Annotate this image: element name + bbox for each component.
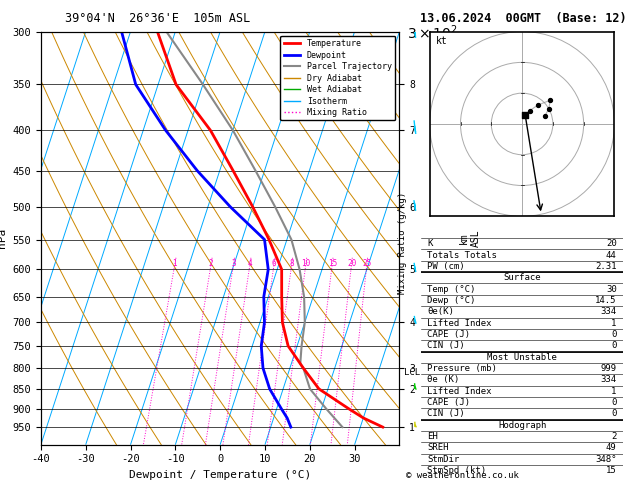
Text: Temp (°C): Temp (°C) xyxy=(428,285,476,294)
Text: θe(K): θe(K) xyxy=(428,307,454,316)
Text: SREH: SREH xyxy=(428,443,449,452)
Text: 2.31: 2.31 xyxy=(595,262,616,271)
Text: 6: 6 xyxy=(272,259,276,268)
Text: 10: 10 xyxy=(301,259,311,268)
Text: 0: 0 xyxy=(611,341,616,350)
Text: 1: 1 xyxy=(611,387,616,396)
Text: CAPE (J): CAPE (J) xyxy=(428,398,470,407)
Text: K: K xyxy=(428,239,433,248)
Y-axis label: km
ASL: km ASL xyxy=(459,229,481,247)
Text: kt: kt xyxy=(436,36,448,46)
Y-axis label: hPa: hPa xyxy=(0,228,7,248)
Text: 999: 999 xyxy=(601,364,616,373)
Text: Lifted Index: Lifted Index xyxy=(428,319,492,328)
Text: 14.5: 14.5 xyxy=(595,296,616,305)
Text: θe (K): θe (K) xyxy=(428,375,460,384)
Point xyxy=(543,104,554,112)
Text: 348°: 348° xyxy=(595,455,616,464)
Text: PW (cm): PW (cm) xyxy=(428,262,465,271)
Text: LCL: LCL xyxy=(404,368,420,377)
Text: Most Unstable: Most Unstable xyxy=(487,353,557,362)
Text: Lifted Index: Lifted Index xyxy=(428,387,492,396)
Point xyxy=(520,111,530,119)
Text: 0: 0 xyxy=(611,409,616,418)
Text: 0: 0 xyxy=(611,398,616,407)
Text: 15: 15 xyxy=(328,259,337,268)
Text: 2: 2 xyxy=(209,259,213,268)
Text: 334: 334 xyxy=(601,375,616,384)
Point xyxy=(525,107,535,115)
Text: Surface: Surface xyxy=(503,273,541,282)
Point xyxy=(533,101,543,109)
Point xyxy=(540,112,550,120)
Text: Mixing Ratio (g/kg): Mixing Ratio (g/kg) xyxy=(398,192,407,294)
Text: EH: EH xyxy=(428,432,438,441)
Text: Dewp (°C): Dewp (°C) xyxy=(428,296,476,305)
Text: 15: 15 xyxy=(606,466,616,475)
Text: 3: 3 xyxy=(231,259,236,268)
Text: 13.06.2024  00GMT  (Base: 12): 13.06.2024 00GMT (Base: 12) xyxy=(420,12,626,25)
Text: © weatheronline.co.uk: © weatheronline.co.uk xyxy=(406,471,519,480)
Point xyxy=(545,96,555,104)
Text: CAPE (J): CAPE (J) xyxy=(428,330,470,339)
Text: 1: 1 xyxy=(611,319,616,328)
Text: Hodograph: Hodograph xyxy=(498,421,546,430)
X-axis label: Dewpoint / Temperature (°C): Dewpoint / Temperature (°C) xyxy=(129,470,311,480)
Text: 49: 49 xyxy=(606,443,616,452)
Point xyxy=(520,111,530,119)
Text: 39°04'N  26°36'E  105m ASL: 39°04'N 26°36'E 105m ASL xyxy=(65,12,250,25)
Text: Totals Totals: Totals Totals xyxy=(428,251,498,260)
Text: 1: 1 xyxy=(172,259,177,268)
Legend: Temperature, Dewpoint, Parcel Trajectory, Dry Adiabat, Wet Adiabat, Isotherm, Mi: Temperature, Dewpoint, Parcel Trajectory… xyxy=(281,36,395,121)
Text: 25: 25 xyxy=(362,259,372,268)
Text: 334: 334 xyxy=(601,307,616,316)
Text: StmDir: StmDir xyxy=(428,455,460,464)
Text: 0: 0 xyxy=(611,330,616,339)
Text: 30: 30 xyxy=(606,285,616,294)
Text: 4: 4 xyxy=(248,259,252,268)
Text: CIN (J): CIN (J) xyxy=(428,341,465,350)
Text: 44: 44 xyxy=(606,251,616,260)
Text: Pressure (mb): Pressure (mb) xyxy=(428,364,498,373)
Text: 20: 20 xyxy=(347,259,356,268)
Text: 8: 8 xyxy=(289,259,294,268)
Text: 2: 2 xyxy=(611,432,616,441)
Text: 20: 20 xyxy=(606,239,616,248)
Text: CIN (J): CIN (J) xyxy=(428,409,465,418)
Text: StmSpd (kt): StmSpd (kt) xyxy=(428,466,487,475)
